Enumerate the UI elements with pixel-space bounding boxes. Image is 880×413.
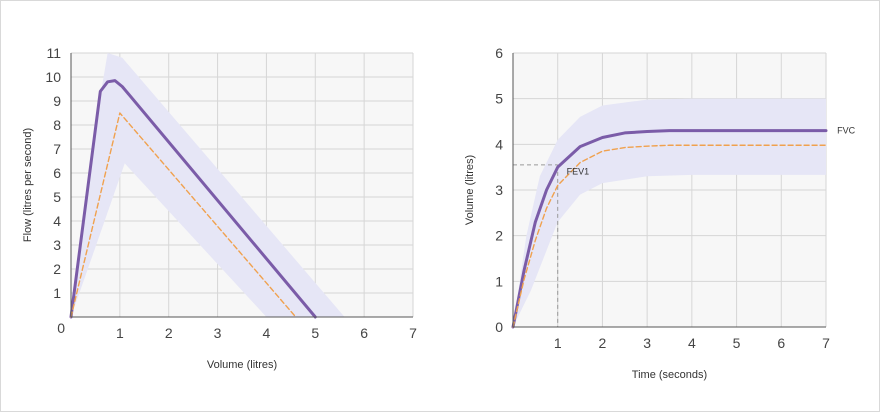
y-tick-label: 6 [53,165,61,181]
y-tick-label: 10 [45,69,61,85]
annotation-fev1: FEV1 [567,167,590,177]
x-tick-label: 4 [688,335,696,351]
x-tick-label: 5 [733,335,741,351]
predicted-range-band [71,53,345,317]
y-tick-label: 2 [53,261,61,277]
x-tick-label: 3 [643,335,651,351]
predicted-series-line [512,144,827,328]
y-tick-label: 1 [495,273,503,289]
y-tick-label: 8 [53,117,61,133]
x-tick-label: 4 [263,325,271,341]
y-axis-title: Volume (litres) [464,155,476,225]
chart-2: 0 1 2 3 4 5 6 7 1 2 3 4 5 6 Time (seconds) Volume (litr… [464,45,856,381]
y-tick-label: 3 [53,237,61,253]
x-tick-label: 6 [360,325,368,341]
y-tick-label: 5 [495,91,503,107]
x-tick-label: 0 [495,319,503,335]
measured-series-line [511,129,828,329]
y-tick-label: 3 [495,182,503,198]
x-axis-title: Volume (litres) [207,359,277,371]
x-tick-label: 1 [116,325,124,341]
annotation-fvc: FVC [837,126,856,136]
x-tick-label: 2 [599,335,607,351]
measured-series-line [69,79,317,319]
y-tick-label: 6 [495,45,503,61]
y-tick-label: 5 [53,189,61,205]
y-tick-label: 1 [53,285,61,301]
y-tick-label: 4 [495,136,503,152]
x-tick-label: 3 [214,325,222,341]
x-tick-label: 7 [409,325,417,341]
x-tick-label: 2 [165,325,173,341]
x-axis-title: Time (seconds) [632,369,707,381]
x-tick-label: 5 [311,325,319,341]
x-tick-label: 7 [822,335,830,351]
predicted-series-line [70,112,297,318]
x-tick-label: 6 [777,335,785,351]
y-tick-label: 4 [53,213,61,229]
predicted-range-band [513,98,826,328]
chart-1: 0 1 2 3 4 5 6 7 1 2 3 4 5 6 7 8 9 10 11 Volume (litres) Flow… [22,45,417,371]
y-tick-label: 7 [53,141,61,157]
y-tick-label: 9 [53,93,61,109]
y-tick-label: 2 [495,228,503,244]
x-tick-label: 1 [554,335,562,351]
y-tick-label: 11 [46,45,61,61]
x-tick-label: 0 [57,320,65,336]
y-axis-title: Flow (litres per second) [22,128,34,242]
